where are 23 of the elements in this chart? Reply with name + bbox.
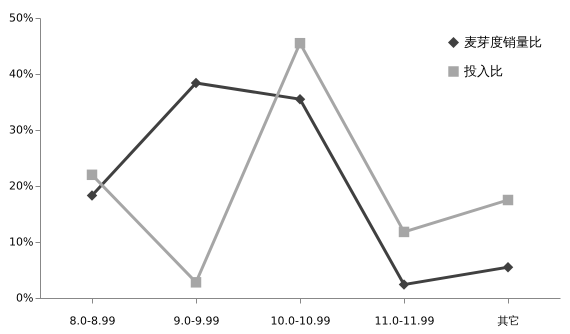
point — [294, 94, 306, 104]
y-tick-label: 50% — [9, 12, 34, 24]
x-tick-label: 8.0-8.99 — [70, 314, 116, 328]
point — [294, 38, 306, 48]
point — [502, 262, 514, 272]
y-tick-label: 0% — [16, 292, 34, 304]
y-tick-label: 40% — [9, 68, 34, 80]
point — [190, 277, 202, 288]
legend-label: 投入比 — [463, 64, 503, 80]
y-tick-label: 30% — [9, 124, 34, 136]
point — [86, 170, 98, 180]
x-tick-label: 9.0-9.99 — [174, 314, 220, 328]
point — [86, 190, 98, 201]
x-tick-label: 其它 — [498, 314, 520, 328]
point — [398, 279, 410, 290]
x-tick-label: 10.0-10.99 — [270, 314, 330, 328]
point — [502, 194, 514, 206]
point — [398, 226, 410, 238]
legend-label: 麦芽度销量比 — [464, 34, 542, 50]
x-tick-label: 11.0-11.99 — [374, 314, 434, 328]
y-tick-label: 10% — [9, 236, 34, 248]
y-tick-label: 20% — [9, 180, 34, 192]
point — [190, 78, 202, 88]
